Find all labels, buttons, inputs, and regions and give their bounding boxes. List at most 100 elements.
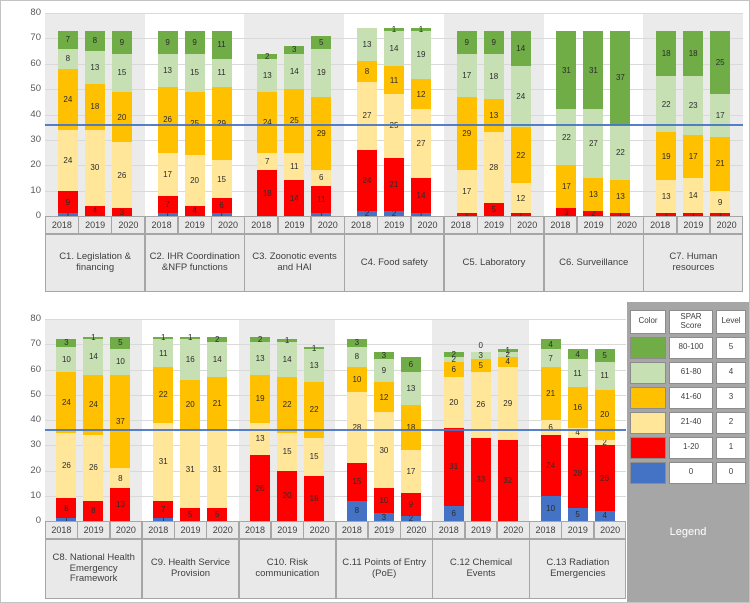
bar-segment — [443, 356, 464, 362]
bar-segment — [56, 346, 77, 373]
legend-row: 1-20 1 — [630, 436, 746, 459]
bar-segment-label: 4 — [575, 349, 580, 359]
bar-segment-label: 13 — [588, 189, 598, 199]
bar-segment-label: 9 — [408, 500, 414, 510]
bar-segment-label: 1 — [161, 333, 166, 343]
bar-segment-label: 6 — [451, 365, 456, 374]
bar-segment — [84, 205, 105, 216]
bar-segment-label: 30 — [379, 445, 389, 455]
bar-segment-label: 26 — [476, 400, 486, 410]
bar-segment — [411, 213, 431, 216]
bar-segment-label: 5 — [575, 510, 580, 520]
bar-segment-label: 15 — [352, 477, 362, 487]
y-axis-tick-label: 10 — [30, 184, 41, 196]
legend-header-color: Color — [630, 310, 666, 334]
bar-segment-label: 24 — [262, 117, 272, 127]
bar-segment-label: 11 — [217, 40, 226, 50]
bar-segment-label: 14 — [688, 191, 698, 201]
bar-segment — [556, 165, 577, 209]
bar-segment-label: 1 — [418, 210, 424, 220]
bar-segment — [57, 48, 78, 69]
year-label: 2020 — [310, 216, 345, 234]
bar-segment — [470, 437, 491, 521]
bar-segment-label: 7 — [65, 35, 71, 45]
bar-segment — [277, 432, 298, 471]
bar-segment — [257, 152, 278, 171]
year-label: 2018 — [335, 521, 369, 539]
bar-segment-label: 25 — [289, 116, 299, 126]
bar-segment-label: 15 — [190, 68, 200, 78]
bar-segment — [594, 389, 615, 441]
bar-segment — [373, 488, 394, 514]
bar-segment-label: 9 — [119, 37, 125, 47]
bar-segment — [411, 109, 431, 178]
bar-segment-label: 23 — [688, 101, 698, 111]
gridline — [45, 369, 626, 371]
bar-segment — [373, 359, 394, 383]
y-axis-tick-label: 30 — [30, 439, 41, 451]
bar-segment-label: 27 — [588, 139, 598, 149]
legend-color-swatch — [630, 336, 666, 359]
year-label: 2019 — [561, 521, 595, 539]
bar-segment-label: 2 — [391, 208, 397, 218]
bar-segment-label: 2 — [591, 208, 596, 218]
bar-segment — [311, 48, 332, 97]
bar-segment-label: 13 — [255, 353, 265, 363]
bar-segment — [400, 493, 421, 516]
bar-segment — [56, 372, 77, 433]
bar-segment-label: 17 — [688, 151, 698, 161]
bar-segment-label: 14 — [212, 354, 222, 364]
bar-segment — [184, 155, 205, 206]
bar-segment — [384, 66, 404, 95]
y-axis-tick-label: 0 — [35, 515, 41, 526]
y-axis-tick-label: 60 — [30, 57, 41, 69]
bar-segment-label: 29 — [212, 119, 232, 128]
category-label: C.13 Radiation Emergencies — [529, 539, 627, 599]
legend-level-value: 5 — [716, 336, 746, 359]
bar-segment-label: 22 — [282, 400, 292, 410]
year-label: 2019 — [377, 216, 412, 234]
bar-segment-label: 25 — [185, 119, 205, 128]
bar-segment — [257, 58, 278, 92]
bar-segment-label: 20 — [190, 175, 200, 185]
bar-segment — [373, 351, 394, 360]
bar-segment — [567, 359, 588, 388]
bar-segment-label: 4 — [575, 428, 580, 438]
bar-segment — [311, 96, 332, 171]
bar-segment-label: 1 — [690, 210, 696, 220]
bar-segment — [556, 109, 577, 166]
bar-segment — [83, 435, 104, 501]
bar-segment — [180, 430, 201, 509]
category-label: C3. Zoonotic events and HAI — [244, 234, 345, 292]
bar-segment-label: 20 — [282, 491, 292, 501]
bar-segment-label: 1 — [663, 210, 669, 220]
bar-segment-label: 22 — [158, 390, 168, 400]
bar-segment-label: 17 — [462, 187, 472, 197]
bar-segment — [84, 129, 105, 206]
bar-segment-label: 8 — [118, 473, 123, 483]
bar-segment — [610, 180, 631, 214]
bar-segment-label: 12 — [416, 89, 426, 99]
bar-segment-label: 1 — [505, 346, 510, 356]
bar-segment — [656, 76, 677, 133]
bar-segment — [207, 430, 228, 509]
bar-segment — [157, 195, 178, 214]
bar-segment-label: 9 — [464, 37, 469, 47]
bar-segment — [111, 53, 132, 92]
bar-segment-label: 1 — [284, 335, 290, 345]
bar-segment-label: 26 — [61, 460, 71, 470]
legend-row: 21-40 2 — [630, 411, 746, 434]
bar-segment — [610, 30, 631, 125]
year-label: 2020 — [593, 521, 627, 539]
bar-segment — [157, 86, 178, 153]
bar-segment — [583, 109, 604, 178]
bar-segment — [211, 213, 232, 216]
bar-segment — [470, 351, 491, 360]
bar-segment — [111, 208, 132, 216]
bar-segment — [456, 170, 477, 214]
bar-segment — [277, 470, 298, 521]
bar-segment-label: 1 — [418, 24, 424, 34]
bar-segment-label: 9 — [491, 37, 496, 47]
bar-segment-label: 18 — [309, 493, 319, 503]
bar-segment — [510, 127, 531, 183]
